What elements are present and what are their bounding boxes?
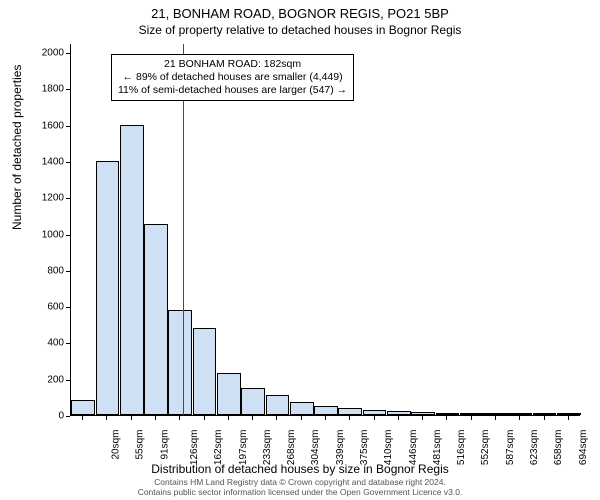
annotation-box: 21 BONHAM ROAD: 182sqm ← 89% of detached… xyxy=(111,54,354,101)
x-tick-label: 552sqm xyxy=(481,430,492,466)
y-tick-label: 2000 xyxy=(42,48,64,59)
y-tick-mark xyxy=(66,271,70,272)
bar xyxy=(217,373,241,415)
chart-title-main: 21, BONHAM ROAD, BOGNOR REGIS, PO21 5BP xyxy=(0,6,600,21)
x-tick-mark xyxy=(374,416,375,420)
x-tick-mark xyxy=(204,416,205,420)
chart-container: 21, BONHAM ROAD, BOGNOR REGIS, PO21 5BP … xyxy=(0,0,600,500)
x-tick-mark xyxy=(349,416,350,420)
y-tick-mark xyxy=(66,343,70,344)
bar xyxy=(290,402,314,415)
x-tick-mark xyxy=(471,416,472,420)
y-tick-label: 600 xyxy=(47,302,64,313)
bar xyxy=(436,413,460,415)
bar xyxy=(387,411,411,415)
bar xyxy=(338,408,362,415)
x-tick-label: 446sqm xyxy=(408,430,419,466)
x-tick-mark xyxy=(228,416,229,420)
y-tick-mark xyxy=(66,235,70,236)
annotation-line-3: 11% of semi-detached houses are larger (… xyxy=(118,84,347,97)
y-tick-mark xyxy=(66,198,70,199)
bar xyxy=(71,400,95,415)
bar xyxy=(168,310,192,415)
footer-line-2: Contains public sector information licen… xyxy=(0,488,600,498)
x-tick-mark xyxy=(568,416,569,420)
x-tick-label: 197sqm xyxy=(238,430,249,466)
bar xyxy=(363,410,387,415)
bar xyxy=(314,406,338,415)
x-tick-label: 91sqm xyxy=(159,430,170,460)
x-tick-mark xyxy=(301,416,302,420)
x-axis-label: Distribution of detached houses by size … xyxy=(0,462,600,476)
x-tick-label: 304sqm xyxy=(311,430,322,466)
bar xyxy=(460,413,484,415)
y-tick-label: 1400 xyxy=(42,156,64,167)
x-tick-label: 481sqm xyxy=(432,430,443,466)
x-tick-mark xyxy=(325,416,326,420)
y-tick-mark xyxy=(66,416,70,417)
x-tick-label: 658sqm xyxy=(553,430,564,466)
y-tick-mark xyxy=(66,126,70,127)
x-tick-mark xyxy=(131,416,132,420)
x-tick-mark xyxy=(276,416,277,420)
x-tick-mark xyxy=(252,416,253,420)
x-tick-mark xyxy=(179,416,180,420)
footer-text: Contains HM Land Registry data © Crown c… xyxy=(0,478,600,498)
bar xyxy=(193,328,217,415)
annotation-line-1: 21 BONHAM ROAD: 182sqm xyxy=(118,58,347,71)
y-tick-label: 0 xyxy=(58,411,64,422)
bar xyxy=(484,413,508,415)
bar xyxy=(120,125,144,415)
annotation-line-2: ← 89% of detached houses are smaller (4,… xyxy=(118,71,347,84)
x-tick-mark xyxy=(495,416,496,420)
x-tick-mark xyxy=(398,416,399,420)
x-tick-label: 20sqm xyxy=(111,430,122,460)
x-tick-label: 268sqm xyxy=(286,430,297,466)
bar xyxy=(96,161,120,415)
plot-area: 21 BONHAM ROAD: 182sqm ← 89% of detached… xyxy=(70,44,580,416)
chart-title-sub: Size of property relative to detached ho… xyxy=(0,23,600,37)
y-tick-label: 1000 xyxy=(42,229,64,240)
y-tick-label: 400 xyxy=(47,338,64,349)
x-tick-label: 623sqm xyxy=(529,430,540,466)
y-tick-mark xyxy=(66,53,70,54)
y-tick-mark xyxy=(66,162,70,163)
y-axis-label: Number of detached properties xyxy=(10,65,24,230)
y-tick-label: 1800 xyxy=(42,84,64,95)
y-tick-label: 800 xyxy=(47,265,64,276)
x-tick-label: 233sqm xyxy=(262,430,273,466)
x-tick-label: 587sqm xyxy=(505,430,516,466)
x-tick-label: 55sqm xyxy=(135,430,146,460)
y-tick-label: 200 xyxy=(47,374,64,385)
bar xyxy=(411,412,435,415)
x-tick-mark xyxy=(422,416,423,420)
x-tick-label: 126sqm xyxy=(189,430,200,466)
x-tick-mark xyxy=(106,416,107,420)
bar xyxy=(557,413,581,415)
bar xyxy=(533,413,557,415)
bar xyxy=(508,413,532,415)
x-tick-mark xyxy=(446,416,447,420)
x-tick-mark xyxy=(82,416,83,420)
y-tick-mark xyxy=(66,380,70,381)
bar xyxy=(241,388,265,415)
x-tick-mark xyxy=(519,416,520,420)
x-tick-label: 516sqm xyxy=(456,430,467,466)
bar xyxy=(266,395,290,415)
x-tick-mark xyxy=(155,416,156,420)
x-tick-label: 694sqm xyxy=(578,430,589,466)
bar xyxy=(144,224,168,415)
x-tick-label: 339sqm xyxy=(335,430,346,466)
y-tick-mark xyxy=(66,89,70,90)
x-tick-label: 162sqm xyxy=(213,430,224,466)
x-tick-mark xyxy=(544,416,545,420)
y-tick-label: 1600 xyxy=(42,120,64,131)
x-tick-label: 410sqm xyxy=(383,430,394,466)
y-tick-mark xyxy=(66,307,70,308)
y-tick-label: 1200 xyxy=(42,193,64,204)
x-tick-label: 375sqm xyxy=(359,430,370,466)
